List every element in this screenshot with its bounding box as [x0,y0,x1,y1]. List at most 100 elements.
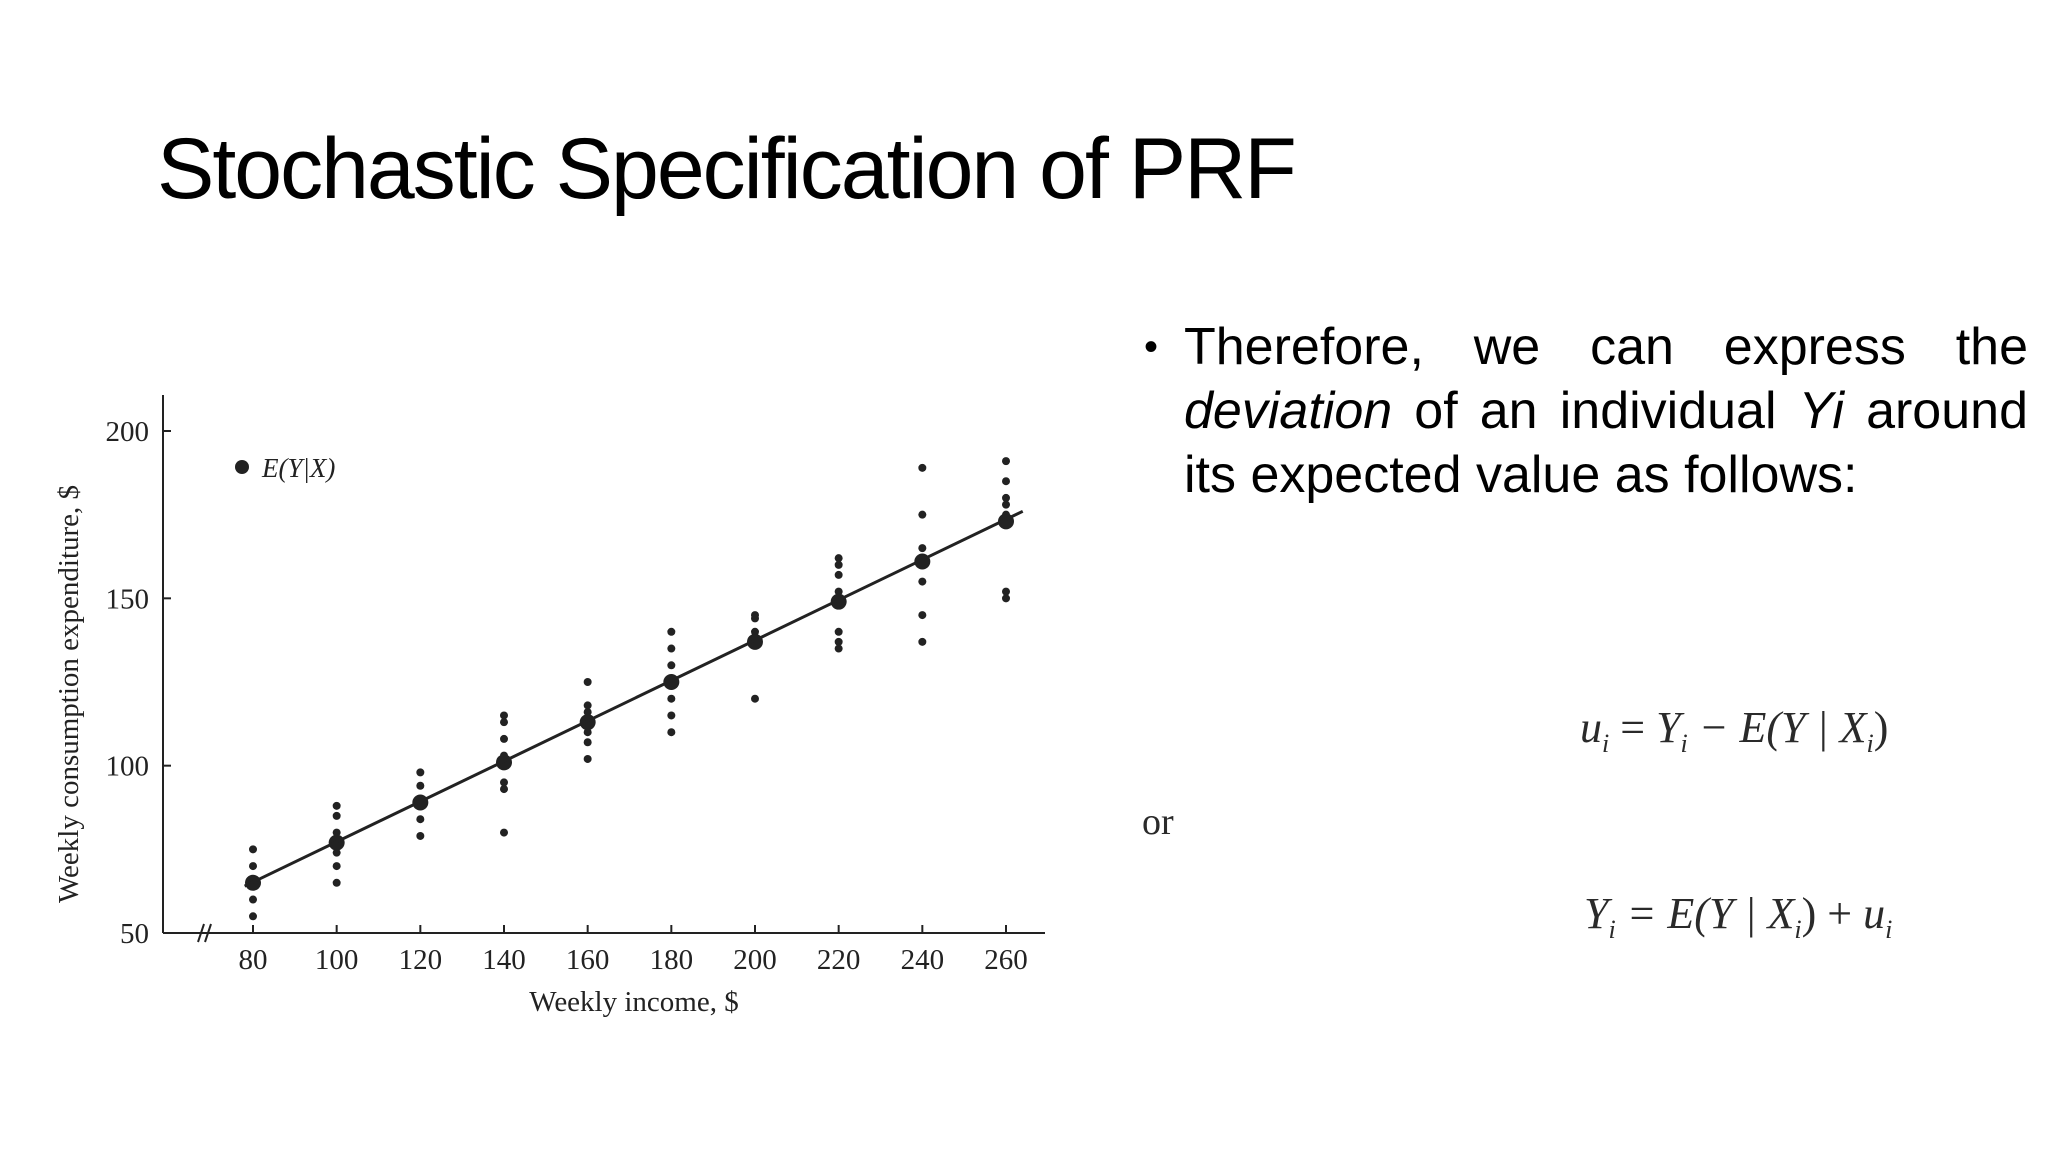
chart-axes [162,395,1045,943]
data-point [1002,493,1010,502]
bullet-emphasis-deviation: deviation [1184,382,1393,440]
data-point [667,644,676,653]
x-tick-label: 200 [733,944,777,976]
x-tick-label: 140 [482,944,526,976]
data-point [834,554,843,563]
data-point [249,912,257,921]
x-tick-label: 160 [566,944,610,976]
chart-ticks: 80 100 120 140 160 180 200 220 240 260 50 100 150 200 [106,416,1028,976]
x-tick-label: 180 [650,944,694,976]
data-point [583,738,592,747]
legend-label: E(Y|X) [261,453,335,483]
data-point [918,577,927,586]
legend-marker [235,460,249,474]
data-point [1002,477,1010,486]
eq-operator: ) [1873,703,1889,752]
x-tick-label: 240 [901,944,945,976]
x-tick-label: 260 [984,944,1028,976]
eq-operator: ) + [1801,889,1864,938]
y-tick-label: 200 [106,416,150,448]
data-point [500,718,508,727]
data-point [667,728,676,737]
data-point [667,694,676,703]
data-point [249,895,257,904]
bullet-text-part: of an individual [1392,382,1799,440]
x-axis-break-mark [204,923,212,943]
data-point [416,781,425,790]
data-point [918,637,927,646]
chart-legend: E(Y|X) [235,453,335,483]
data-point [918,510,927,519]
x-tick-label: 120 [399,944,443,976]
data-point [918,463,927,472]
equation-residual: ui = Yi − E(Y | Xi) [1580,702,1888,759]
data-point [583,708,592,717]
x-tick-label: 220 [817,944,861,976]
bullet-list: • Therefore, we can express the deviatio… [1144,315,2028,507]
data-point [500,711,508,720]
data-point [249,862,257,871]
bullet-text: Therefore, we can express the deviation … [1184,318,2028,504]
data-point [1002,587,1010,596]
bullet-item: • Therefore, we can express the deviatio… [1144,315,2028,507]
x-tick-label: 100 [315,944,359,976]
slide-title: Stochastic Specification of PRF [157,121,1297,217]
bullet-marker: • [1144,325,1159,369]
x-axis-label: Weekly income, $ [529,986,738,1018]
equation-stochastic: Yi = E(Y | Xi) + ui [1584,888,1892,945]
scatter-chart: 80 100 120 140 160 180 200 220 240 260 50 100 150 200… [53,395,1045,1018]
data-point [751,611,759,620]
data-point [583,754,592,763]
data-point [667,627,676,636]
data-point [834,570,843,579]
data-point [751,627,759,636]
eq-expression: − E(Y | X [1687,703,1867,752]
eq-subscript: i [1608,914,1616,944]
eq-subscript: i [1866,728,1874,758]
data-point [667,711,676,720]
eq-subscript: i [1680,728,1688,758]
data-point [416,768,425,777]
data-point [918,544,927,553]
chart-points [249,457,1010,921]
y-tick-label: 150 [106,583,150,615]
eq-subscript: i [1794,914,1802,944]
data-point [500,785,508,794]
y-axis-label: Weekly consumption expenditure, $ [53,485,85,903]
data-point [332,878,341,887]
bullet-text-part: around its expected value as follows: [1184,382,2028,504]
eq-symbol: Y [1656,703,1681,752]
eq-symbol: u [1580,703,1602,752]
or-label: or [1142,801,1174,843]
data-point [667,661,676,670]
eq-symbol: Y [1584,889,1609,938]
data-point [500,734,508,743]
eq-symbol: u [1863,889,1886,938]
data-point [249,845,257,854]
data-point [332,862,341,871]
data-point [751,694,759,703]
data-point [332,828,341,837]
data-point [500,778,508,787]
data-point [416,831,425,840]
eq-subscript: i [1885,914,1893,944]
data-point [583,678,592,686]
data-point [918,611,927,620]
data-point [834,637,843,646]
data-point [583,728,592,737]
data-point [1002,457,1010,466]
x-tick-label: 80 [239,944,268,976]
y-tick-label: 100 [106,751,150,783]
data-point [416,815,425,824]
data-point [834,644,843,653]
data-point [834,627,843,636]
bullet-emphasis-yi: Yi [1798,382,1844,440]
data-point [332,811,341,820]
data-point [583,701,592,710]
regression-line [243,509,1024,888]
eq-expression: = E(Y | X [1615,889,1795,938]
bullet-text-part: Therefore, we can express the [1184,318,2028,376]
data-point [500,828,508,837]
x-axis-break-mark [197,923,205,943]
data-point [332,848,341,857]
